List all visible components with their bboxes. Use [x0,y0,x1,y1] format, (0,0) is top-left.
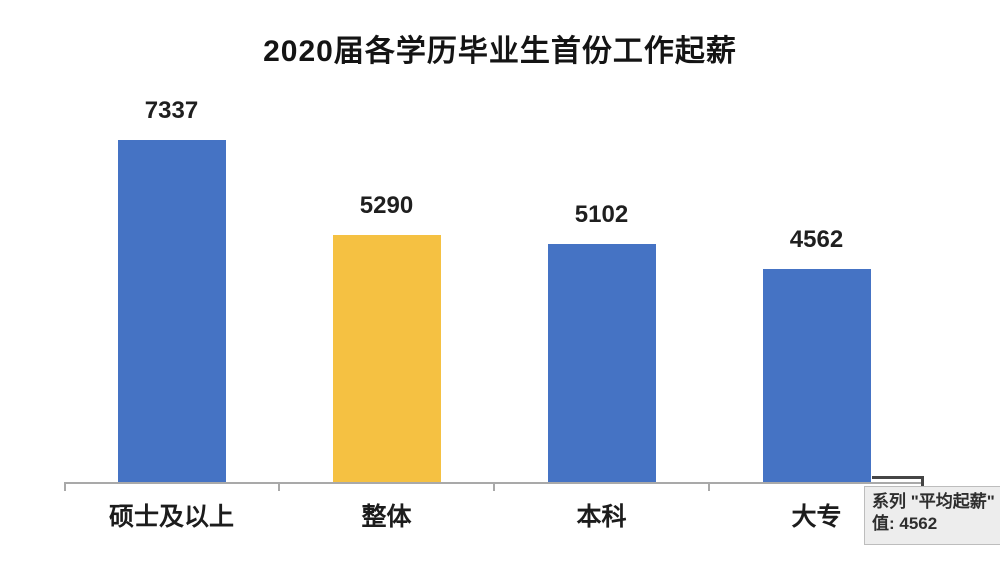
bar-group: 5290 [279,90,494,482]
category-label-硕士及以上: 硕士及以上 [108,503,234,531]
bar-group: 7337 [64,90,279,482]
axis-tick [493,484,495,491]
bar-data-label: 5290 [359,192,414,220]
bar-本科[interactable] [547,243,656,482]
chart-title: 2020届各学历毕业生首份工作起薪 [263,35,737,68]
tooltip-value-line: 值: 4562 [872,514,938,533]
tooltip-series-line: 系列 "平均起薪" [872,492,995,511]
category-axis-labels: 硕士及以上 整体 本科 大专 [64,497,924,533]
axis-tick [278,484,280,491]
bar-data-label: 7337 [144,96,199,124]
bar-data-label: 4562 [789,226,844,254]
bar-group: 4562 [709,90,924,482]
bar-大专[interactable] [762,269,871,482]
axis-tick [708,484,710,491]
axis-tick [64,484,66,491]
category-label-大专: 大专 [791,503,842,531]
bar-整体[interactable] [332,235,441,482]
series-tooltip: 系列 "平均起薪" 值: 4562 [864,486,1000,545]
bar-data-label: 5102 [574,200,629,228]
plot-area: 7337 5290 5102 4562 [64,90,924,482]
x-axis-line [64,482,924,491]
category-label-本科: 本科 [576,503,627,531]
bar-硕士及以上[interactable] [117,139,226,482]
tooltip-pointer-corner [872,476,924,488]
category-label-整体: 整体 [361,503,412,531]
bar-group: 5102 [494,90,709,482]
